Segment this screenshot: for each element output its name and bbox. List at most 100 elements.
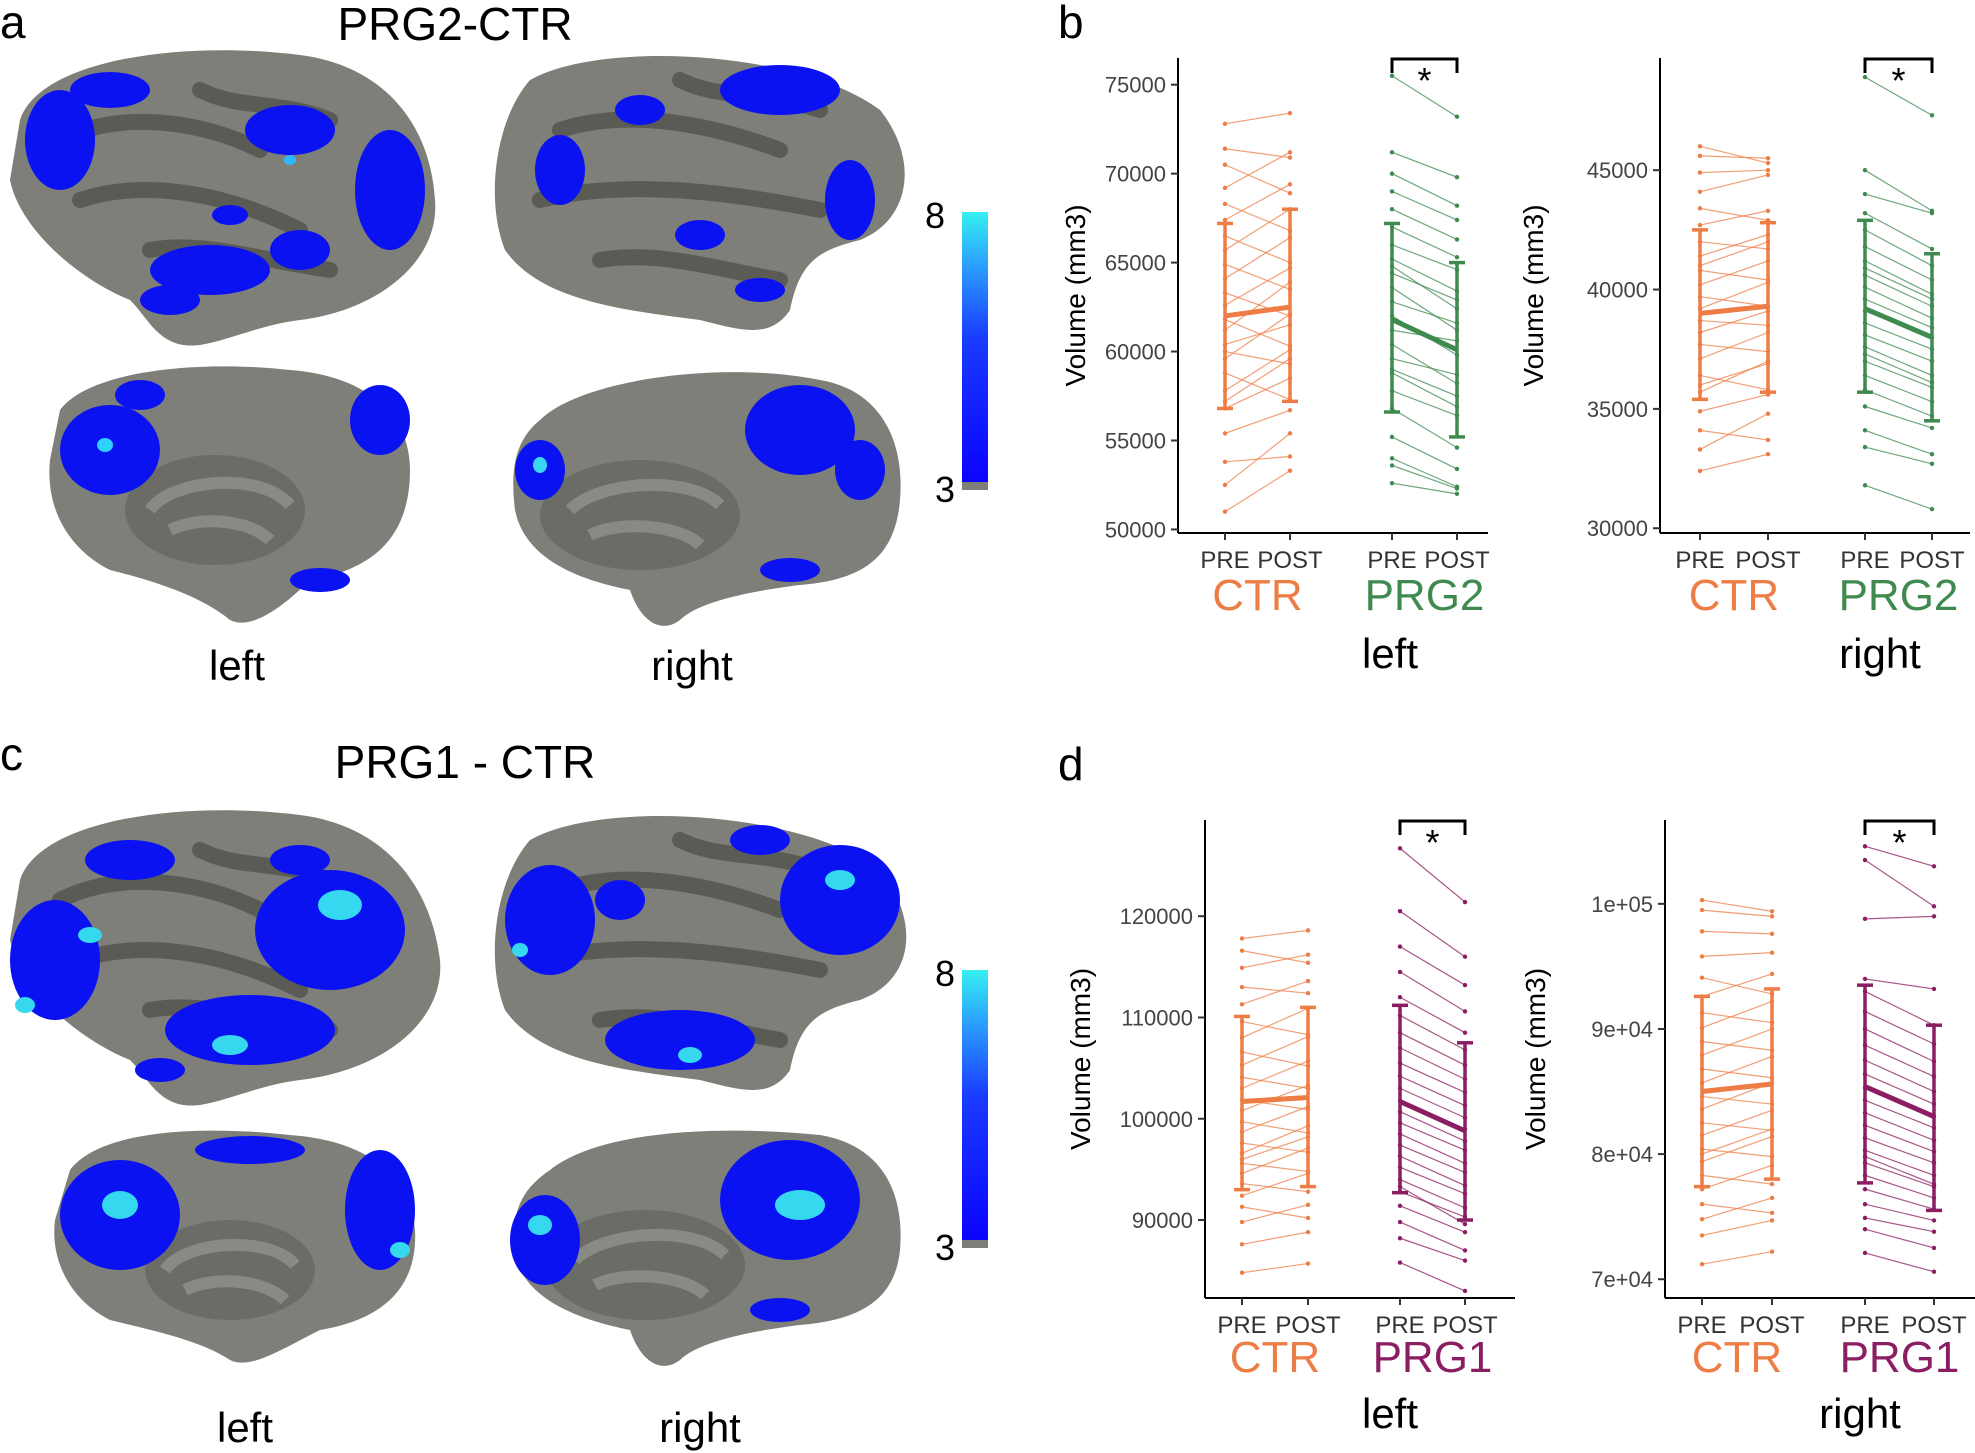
brain-left-medial-c: [54, 1130, 416, 1363]
subject-line: [1241, 1172, 1309, 1197]
hemisphere-label: left: [1362, 1390, 1418, 1437]
subject-point-pre: [1699, 907, 1705, 913]
subject-point-pre: [1699, 975, 1705, 980]
subject-point-post: [1929, 461, 1935, 466]
subject-line: [1864, 1217, 1935, 1233]
subject-point-pre: [1389, 207, 1395, 212]
x-tick-label: PRE: [1675, 547, 1724, 574]
subject-point-post: [1454, 484, 1460, 489]
subject-line: [1864, 845, 1935, 867]
subject-point-post: [1462, 1009, 1468, 1014]
subject-point-post: [1454, 174, 1460, 180]
subject-point-pre: [1222, 459, 1228, 465]
subject-line: [1864, 1010, 1935, 1045]
subject-line: [1224, 349, 1291, 392]
subject-point-pre: [1389, 456, 1395, 461]
subject-point-post: [1929, 425, 1935, 431]
subject-point-pre: [1862, 1250, 1868, 1256]
subject-point-pre: [1697, 189, 1703, 194]
hemisphere-label-left-a: left: [209, 642, 265, 689]
subject-point-post: [1929, 506, 1935, 512]
subject-line: [1391, 286, 1458, 331]
y-tick-label: 110000: [1121, 1005, 1193, 1030]
subject-line: [1864, 1028, 1935, 1063]
subject-line: [1699, 241, 1769, 267]
subject-line: [1864, 169, 1933, 212]
subject-line: [1224, 470, 1291, 513]
subject-point-pre: [1389, 480, 1395, 486]
subject-line: [1699, 310, 1769, 334]
subject-line: [1864, 1252, 1935, 1273]
subject-point-pre: [1397, 1236, 1403, 1241]
y-tick-label: 65000: [1105, 251, 1166, 276]
subject-line: [1701, 1028, 1773, 1056]
subject-point-pre: [1862, 976, 1868, 982]
x-tick-label: PRE: [1217, 1312, 1266, 1339]
subject-point-pre: [1397, 908, 1403, 914]
subject-point-pre: [1239, 1204, 1245, 1210]
y-tick-label: 90000: [1132, 1208, 1193, 1233]
subject-line: [1224, 292, 1291, 317]
subject-line: [1701, 1122, 1773, 1131]
subject-point-pre: [1222, 162, 1228, 167]
y-axis-label: Volume (mm3): [1520, 968, 1551, 1150]
subject-line: [1241, 1020, 1309, 1036]
subject-point-pre: [1697, 222, 1703, 228]
subject-line: [1399, 1062, 1466, 1093]
subject-point-post: [1305, 960, 1311, 965]
subject-line: [1699, 207, 1769, 221]
subject-point-post: [1287, 191, 1293, 196]
group-label: CTR: [1692, 1333, 1782, 1382]
subject-line: [1241, 1106, 1309, 1133]
subject-line: [1699, 210, 1769, 226]
subject-line: [1699, 241, 1769, 250]
subject-line: [1701, 1174, 1773, 1185]
subject-line: [1864, 260, 1933, 295]
mean-line: [1864, 1084, 1935, 1119]
subject-line: [1224, 372, 1291, 401]
subject-line: [1864, 1162, 1935, 1188]
subject-point-post: [1287, 468, 1293, 473]
subject-point-pre: [1389, 463, 1395, 468]
subject-line: [1701, 973, 1773, 998]
subject-point-post: [1287, 431, 1293, 436]
subject-line: [1391, 407, 1458, 449]
subject-point-pre: [1239, 936, 1245, 941]
subject-line: [1864, 1156, 1935, 1185]
subject-point-post: [1454, 445, 1460, 450]
subject-point-pre: [1697, 447, 1703, 452]
subject-line: [1224, 208, 1291, 251]
subject-line: [1864, 389, 1933, 417]
subject-line: [1864, 1149, 1935, 1176]
subject-line: [1399, 1047, 1466, 1080]
subject-line: [1399, 1191, 1466, 1218]
subject-line: [1391, 457, 1458, 488]
subject-line: [1701, 1251, 1773, 1265]
x-tick-label: PRE: [1840, 1312, 1889, 1339]
subject-point-post: [1931, 1229, 1937, 1234]
subject-point-pre: [1862, 844, 1868, 849]
brain-right-lateral-c: [494, 816, 907, 1090]
group-label: CTR: [1230, 1333, 1320, 1382]
subject-point-pre: [1699, 1201, 1705, 1207]
subject-line: [1399, 1178, 1466, 1209]
subject-line: [1391, 244, 1458, 271]
hemisphere-label-right-a: right: [651, 642, 733, 689]
subject-point-pre: [1699, 929, 1705, 934]
subject-line: [1864, 1112, 1935, 1141]
chart-b-left: 50000 55000 60000 65000 70000 75000 Volume (mm…: [1060, 57, 1490, 677]
subject-line: [1399, 946, 1466, 986]
subject-line: [1399, 1237, 1466, 1262]
x-tick-label: PRE: [1375, 1312, 1424, 1339]
y-axis-label: Volume (mm3): [1060, 204, 1091, 386]
x-tick-label: POST: [1275, 1312, 1341, 1339]
subject-line: [1864, 334, 1933, 362]
subject-line: [1699, 393, 1769, 412]
subject-point-pre: [1862, 428, 1868, 433]
subject-line: [1224, 151, 1291, 189]
subject-line: [1864, 298, 1933, 329]
panel-a: a PRG2-CTR: [0, 0, 988, 689]
